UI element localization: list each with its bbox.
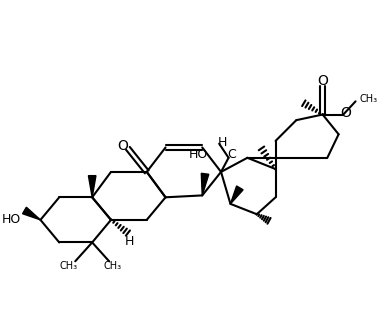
Text: HO: HO xyxy=(2,214,21,226)
Polygon shape xyxy=(89,176,96,197)
Text: HO: HO xyxy=(188,148,208,162)
Text: CH₃: CH₃ xyxy=(104,261,122,271)
Text: C: C xyxy=(227,148,236,162)
Text: CH₃: CH₃ xyxy=(60,261,78,271)
Text: H: H xyxy=(217,136,227,149)
Text: O: O xyxy=(341,106,352,120)
Text: O: O xyxy=(317,74,328,88)
Text: H: H xyxy=(125,235,135,248)
Polygon shape xyxy=(230,186,243,204)
Polygon shape xyxy=(201,173,209,195)
Text: O: O xyxy=(117,138,128,153)
Text: CH₃: CH₃ xyxy=(359,94,377,104)
Polygon shape xyxy=(23,207,40,220)
